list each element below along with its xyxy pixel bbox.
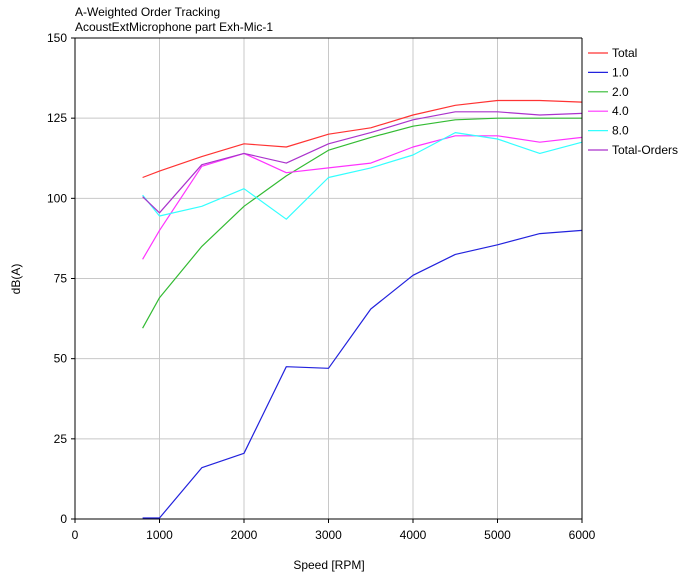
series-line-1-0 (142, 229, 583, 519)
x-tick-label: 6000 (569, 528, 596, 542)
chart-subtitle: AcoustExtMicrophone part Exh-Mic-1 (75, 20, 274, 34)
y-axis-ticks: 0 25 50 75 100 125 150 (47, 31, 75, 526)
y-tick-label: 75 (54, 272, 68, 286)
y-tick-label: 0 (60, 512, 67, 526)
x-tick-label: 1000 (146, 528, 173, 542)
y-tick-label: 25 (54, 432, 68, 446)
legend-label: Total-Orders (612, 143, 678, 157)
legend-label: 8.0 (612, 124, 629, 138)
x-tick-label: 5000 (484, 528, 511, 542)
series-layer (142, 99, 583, 519)
legend: Total 1.0 2.0 4.0 8.0 Total-Orders (588, 46, 678, 157)
y-tick-label: 50 (54, 352, 68, 366)
x-tick-label: 0 (72, 528, 79, 542)
grid-lines (75, 37, 583, 519)
x-tick-label: 3000 (315, 528, 342, 542)
y-tick-label: 150 (47, 31, 67, 45)
x-axis-label: Speed [RPM] (293, 558, 364, 572)
legend-label: 1.0 (612, 65, 629, 79)
legend-label: 2.0 (612, 85, 629, 99)
legend-label: Total (612, 46, 637, 60)
y-tick-label: 125 (47, 111, 67, 125)
series-line-2-0 (142, 117, 582, 329)
series-line-4-0 (142, 135, 583, 260)
series-line-8-0 (142, 132, 583, 220)
legend-label: 4.0 (612, 104, 629, 118)
series-line-total (142, 99, 583, 179)
x-axis-ticks: 0 1000 2000 3000 4000 5000 6000 (72, 519, 596, 542)
y-tick-label: 100 (47, 191, 67, 205)
chart-title: A-Weighted Order Tracking (75, 5, 221, 19)
series-line-total-orders (142, 111, 583, 214)
x-tick-label: 2000 (231, 528, 258, 542)
x-tick-label: 4000 (400, 528, 427, 542)
title-block: A-Weighted Order Tracking AcoustExtMicro… (75, 5, 273, 35)
y-axis-label: dB(A) (9, 264, 23, 295)
